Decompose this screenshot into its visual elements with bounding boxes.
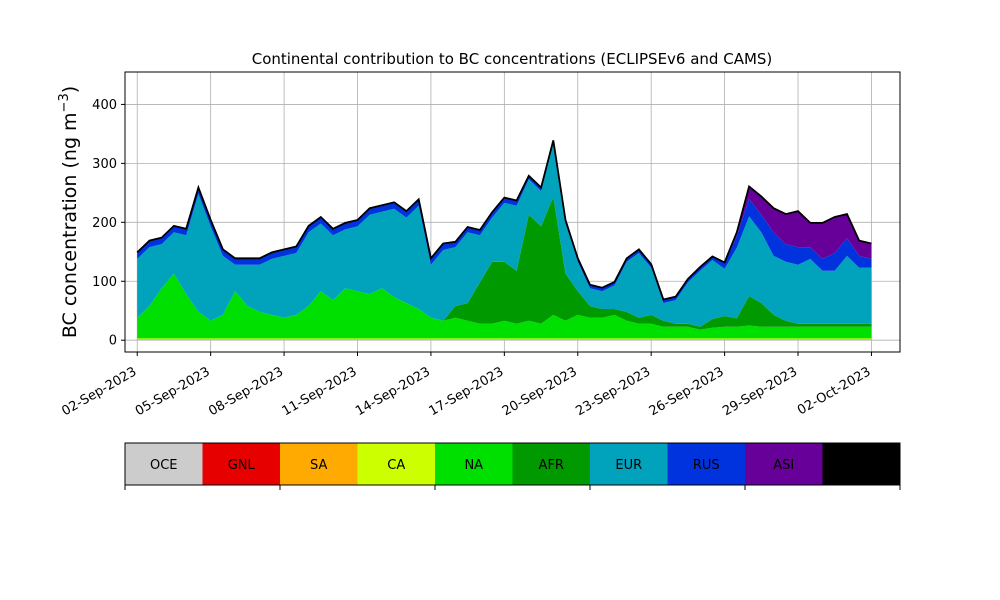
x-tick-label: 17-Sep-2023 [427,364,507,419]
legend-label: EUR [615,458,642,473]
y-axis-label-sup: −3 [57,93,72,112]
y-tick-label: 300 [92,157,117,172]
x-tick-label: 23-Sep-2023 [573,364,653,419]
y-tick-label: 0 [109,334,117,349]
area-oce [137,339,872,341]
plot-frame [124,71,901,353]
area-eur [137,143,872,327]
legend-swatch-asi [745,443,823,485]
x-tick-label: 29-Sep-2023 [720,364,800,419]
total-line [136,140,872,301]
legend-swatch-sa [280,443,358,485]
y-axis-label: BC concentration (ng m−3) [57,86,81,338]
legend-label: AUS [848,458,875,473]
chart-title: Continental contribution to BC concentra… [252,50,773,68]
x-tick-label: 08-Sep-2023 [206,364,286,419]
x-tick-label: 14-Sep-2023 [353,364,433,419]
x-axis: 02-Sep-202305-Sep-202308-Sep-202311-Sep-… [59,352,873,419]
x-tick-label: 02-Sep-2023 [59,364,139,419]
x-tick-label: 26-Sep-2023 [647,364,727,419]
y-tick-label: 100 [92,275,117,290]
legend-label: NA [464,458,483,473]
legend-swatch-ca [357,443,436,485]
x-tick-label: 11-Sep-2023 [280,364,360,419]
y-tick-label: 400 [92,98,117,113]
x-tick-label: 02-Oct-2023 [795,364,873,418]
x-tick-label: 20-Sep-2023 [500,364,580,419]
y-axis-label-main: BC concentration (ng m [59,112,81,338]
legend-label: RUS [693,458,720,473]
area-ca [137,338,872,339]
legend-label: OCE [150,458,178,473]
legend-label: ASI [773,458,794,473]
legend-swatch-gnl [202,443,281,485]
legend-frame [124,442,901,486]
legend-swatch-rus [667,443,746,485]
legend-colorbar: OCE GNL SA CA NA AFR EUR RUS ASI AUS [124,442,901,490]
area-afr [137,197,872,330]
legend-label: GNL [228,458,256,473]
legend-swatch-aus [822,443,901,485]
legend-label: AFR [539,458,564,473]
legend-swatch-oce [125,443,203,485]
y-axis-label-close: ) [59,86,81,93]
legend-swatch-na [435,443,513,485]
legend-swatch-afr [512,443,591,485]
x-tick-label: 05-Sep-2023 [133,364,213,419]
area-na [137,273,872,339]
legend-swatch-eur [590,443,668,485]
y-tick-label: 200 [92,216,117,231]
y-axis: 0 100 200 300 400 [92,98,125,349]
stacked-areas [137,140,872,341]
area-sa [137,339,872,340]
legend-label: CA [387,458,405,473]
legend-label: SA [310,458,327,473]
